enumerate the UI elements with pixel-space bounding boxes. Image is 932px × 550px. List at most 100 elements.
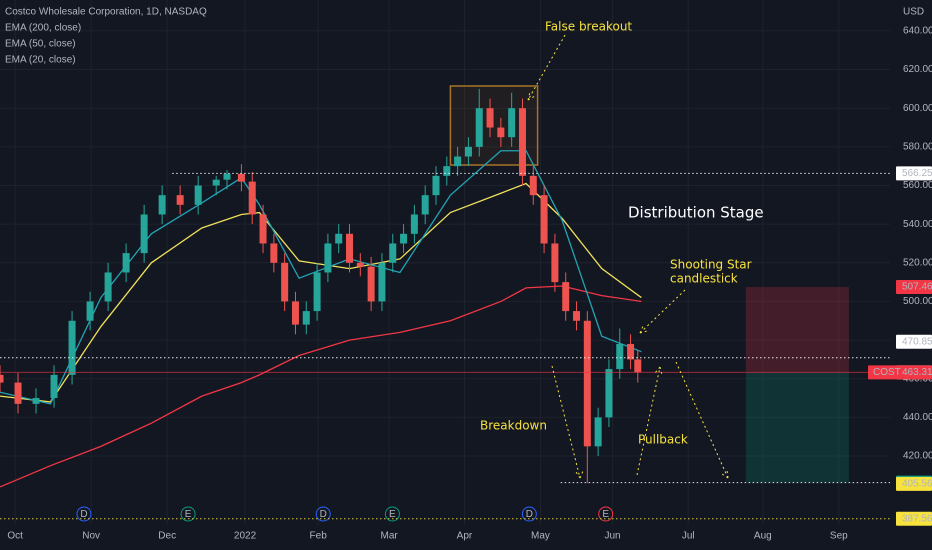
candle-body	[0, 374, 4, 383]
candle-body	[508, 108, 516, 138]
price-label: 507.46	[902, 282, 932, 293]
candle-body	[432, 175, 440, 196]
event-label: E	[602, 509, 609, 520]
legend-entry: EMA (200, close)	[5, 23, 81, 34]
x-tick-label: Oct	[7, 531, 23, 542]
annotation: Shooting Star	[670, 258, 752, 272]
event-marker	[521, 506, 537, 522]
candle-body	[540, 195, 548, 244]
candle-body	[378, 262, 386, 302]
annotation: candlestick	[670, 272, 738, 286]
arrow	[527, 34, 566, 101]
arrow	[675, 361, 729, 479]
event-marker	[76, 506, 92, 522]
price-label: 405.56	[902, 479, 932, 490]
candle-body	[551, 243, 559, 283]
event-label: D	[80, 509, 87, 520]
candle-body	[583, 320, 591, 447]
candle-body	[194, 185, 202, 205]
candle-body	[616, 343, 624, 370]
event-marker	[180, 506, 196, 522]
candle-body	[14, 382, 22, 404]
candle-body	[32, 398, 40, 404]
y-tick-label: 440.00	[903, 412, 932, 423]
event-label: E	[389, 509, 396, 520]
stop-zone	[745, 287, 849, 373]
y-tick-label: 640.00	[903, 26, 932, 37]
ema-line	[0, 150, 642, 405]
candle-body	[486, 108, 494, 128]
candle-body	[400, 233, 408, 244]
event-marker	[384, 506, 400, 522]
annotation: Distribution Stage	[628, 204, 764, 222]
candle-body	[464, 146, 472, 157]
candle-body	[140, 214, 148, 254]
legend-entry: EMA (20, close)	[5, 55, 76, 66]
target-zone	[745, 372, 849, 483]
annotation: False breakout	[545, 20, 632, 34]
candle-body	[562, 282, 570, 312]
candle-body	[443, 166, 451, 176]
y-tick-label: 540.00	[903, 219, 932, 230]
candle-body	[634, 359, 642, 373]
y-tick-label: 620.00	[903, 64, 932, 75]
y-tick-label: 420.00	[903, 451, 932, 462]
candle-body	[68, 320, 76, 375]
event-label: D	[320, 509, 327, 520]
candle-body	[389, 243, 397, 263]
candle-body	[573, 311, 581, 321]
candle-body	[281, 262, 289, 302]
x-tick-label: Dec	[158, 531, 176, 542]
legend-entry: EMA (50, close)	[5, 39, 76, 50]
axis-unit: USD	[903, 7, 924, 18]
candle-body	[324, 243, 332, 273]
candle-body	[50, 374, 58, 399]
candle-body	[176, 195, 184, 205]
candle-body	[346, 233, 354, 263]
annotation: Pullback	[638, 433, 688, 447]
candle-body	[421, 195, 429, 215]
x-tick-label: Aug	[754, 531, 772, 542]
candle-body	[158, 195, 166, 215]
event-marker	[315, 506, 331, 522]
candle-body	[104, 272, 112, 302]
x-tick-label: Apr	[457, 531, 473, 542]
candle-body	[410, 214, 418, 234]
x-tick-label: Sep	[830, 531, 848, 542]
candle-body	[356, 262, 364, 267]
candle-body	[335, 233, 343, 244]
event-marker	[598, 506, 614, 522]
candle-body	[497, 127, 505, 138]
candle-body	[122, 253, 130, 273]
candle-body	[212, 179, 220, 186]
y-tick-label: 580.00	[903, 141, 932, 152]
price-label-bg	[896, 511, 932, 526]
candle-body	[237, 173, 245, 182]
candle-body	[313, 272, 321, 312]
candle-body	[302, 311, 310, 325]
candle-body	[270, 243, 278, 263]
candle-body	[291, 301, 299, 325]
candle-body	[454, 156, 462, 167]
candle-body	[367, 266, 375, 302]
chart-title: Costco Wholesale Corporation, 1D, NASDAQ	[5, 7, 207, 18]
y-tick-label: 500.00	[903, 296, 932, 307]
price-label-bg	[896, 334, 932, 349]
annotation: Breakdown	[480, 419, 547, 433]
y-tick-label: 560.00	[903, 180, 932, 191]
candle-body	[86, 301, 94, 321]
price-label: 566.25	[902, 168, 932, 179]
candle-body	[259, 214, 267, 244]
candle-body	[475, 108, 483, 147]
price-label-bg	[868, 365, 932, 380]
arrow	[636, 366, 663, 476]
x-tick-label: Feb	[310, 531, 328, 542]
x-tick-label: 2022	[234, 531, 257, 542]
candle-body	[605, 369, 613, 418]
price-label-name: COST	[873, 367, 901, 378]
arrow	[639, 289, 686, 334]
ema-line	[0, 285, 642, 488]
arrow	[551, 365, 584, 479]
